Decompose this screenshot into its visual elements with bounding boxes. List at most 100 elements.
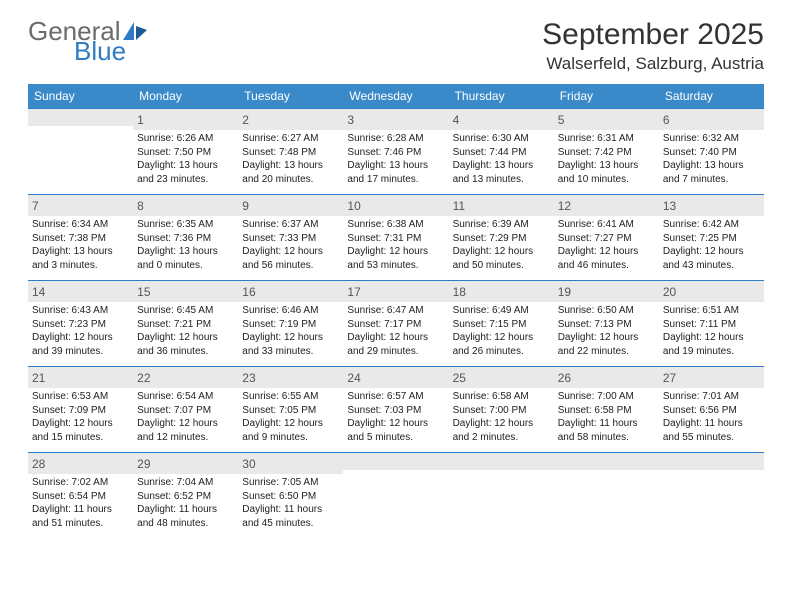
calendar-cell: 19Sunrise: 6:50 AMSunset: 7:13 PMDayligh…	[554, 280, 659, 366]
daylight-text: Daylight: 12 hours and 36 minutes.	[137, 331, 234, 358]
calendar-cell: 30 Sunrise: 7:05 AMSunset: 6:50 PMDayligh…	[238, 452, 343, 538]
calendar-cell	[343, 452, 448, 538]
calendar-cell: 25Sunrise: 6:58 AMSunset: 7:00 PMDayligh…	[449, 366, 554, 452]
day-info: Sunrise: 6:35 AMSunset: 7:36 PMDaylight:…	[133, 216, 238, 272]
day-number-bar: 2	[238, 108, 343, 130]
month-title: September 2025	[542, 18, 764, 52]
daylight-text: Daylight: 13 hours and 23 minutes.	[137, 159, 234, 186]
sunset-text: Sunset: 7:31 PM	[347, 232, 444, 246]
calendar-cell: 24Sunrise: 6:57 AMSunset: 7:03 PMDayligh…	[343, 366, 448, 452]
sunset-text: Sunset: 7:27 PM	[558, 232, 655, 246]
day-info: Sunrise: 6:45 AMSunset: 7:21 PMDaylight:…	[133, 302, 238, 358]
calendar-cell: 12Sunrise: 6:41 AMSunset: 7:27 PMDayligh…	[554, 194, 659, 280]
calendar-cell	[554, 452, 659, 538]
sunrise-text: Sunrise: 6:49 AM	[453, 304, 550, 318]
daylight-text: Daylight: 13 hours and 10 minutes.	[558, 159, 655, 186]
calendar-week-row: 7Sunrise: 6:34 AMSunset: 7:38 PMDaylight…	[28, 194, 764, 280]
sunrise-text: Sunrise: 6:30 AM	[453, 132, 550, 146]
day-number-bar: 12	[554, 194, 659, 216]
sunset-text: Sunset: 7:07 PM	[137, 404, 234, 418]
day-number: 23	[242, 371, 255, 385]
logo: General Blue	[28, 18, 147, 64]
day-number-bar-empty	[659, 452, 764, 470]
day-info: Sunrise: 6:53 AMSunset: 7:09 PMDaylight:…	[28, 388, 133, 444]
day-number: 15	[137, 285, 150, 299]
day-info: Sunrise: 6:55 AMSunset: 7:05 PMDaylight:…	[238, 388, 343, 444]
calendar-week-row: 14Sunrise: 6:43 AMSunset: 7:23 PMDayligh…	[28, 280, 764, 366]
day-number-bar: 19	[554, 280, 659, 302]
day-info: Sunrise: 6:57 AMSunset: 7:03 PMDaylight:…	[343, 388, 448, 444]
day-number: 2	[242, 113, 249, 127]
day-info: Sunrise: 7:02 AMSunset: 6:54 PMDaylight:…	[28, 474, 133, 530]
day-number: 11	[453, 199, 465, 213]
day-number: 19	[558, 285, 571, 299]
calendar-cell: 6Sunrise: 6:32 AMSunset: 7:40 PMDaylight…	[659, 108, 764, 194]
daylight-text: Daylight: 13 hours and 17 minutes.	[347, 159, 444, 186]
day-info: Sunrise: 6:46 AMSunset: 7:19 PMDaylight:…	[238, 302, 343, 358]
calendar-cell: 27 Sunrise: 7:01 AMSunset: 6:56 PMDayligh…	[659, 366, 764, 452]
weekday-header: Wednesday	[343, 84, 448, 108]
weekday-header: Friday	[554, 84, 659, 108]
daylight-text: Daylight: 12 hours and 12 minutes.	[137, 417, 234, 444]
daylight-text: Daylight: 12 hours and 15 minutes.	[32, 417, 129, 444]
sunset-text: Sunset: 6:58 PM	[558, 404, 655, 418]
day-number: 25	[453, 371, 466, 385]
sunset-text: Sunset: 7:13 PM	[558, 318, 655, 332]
sunset-text: Sunset: 7:19 PM	[242, 318, 339, 332]
day-info: Sunrise: 6:49 AMSunset: 7:15 PMDaylight:…	[449, 302, 554, 358]
daylight-text: Daylight: 12 hours and 53 minutes.	[347, 245, 444, 272]
sunset-text: Sunset: 7:46 PM	[347, 146, 444, 160]
day-info: Sunrise: 7:01 AMSunset: 6:56 PMDaylight:…	[659, 388, 764, 444]
day-number-bar: 3	[343, 108, 448, 130]
day-number: 26	[558, 371, 571, 385]
daylight-text: Daylight: 12 hours and 19 minutes.	[663, 331, 760, 358]
day-number-bar: 13	[659, 194, 764, 216]
sunrise-text: Sunrise: 6:53 AM	[32, 390, 129, 404]
sunrise-text: Sunrise: 6:57 AM	[347, 390, 444, 404]
sunset-text: Sunset: 7:17 PM	[347, 318, 444, 332]
weekday-header-row: Sunday Monday Tuesday Wednesday Thursday…	[28, 84, 764, 108]
sunrise-text: Sunrise: 6:55 AM	[242, 390, 339, 404]
sunset-text: Sunset: 7:11 PM	[663, 318, 760, 332]
sunset-text: Sunset: 6:50 PM	[242, 490, 339, 504]
sunrise-text: Sunrise: 6:43 AM	[32, 304, 129, 318]
calendar-cell: 7Sunrise: 6:34 AMSunset: 7:38 PMDaylight…	[28, 194, 133, 280]
sunrise-text: Sunrise: 7:02 AM	[32, 476, 129, 490]
sunrise-text: Sunrise: 6:34 AM	[32, 218, 129, 232]
weekday-header: Monday	[133, 84, 238, 108]
daylight-text: Daylight: 11 hours and 45 minutes.	[242, 503, 339, 530]
daylight-text: Daylight: 11 hours and 55 minutes.	[663, 417, 760, 444]
sunrise-text: Sunrise: 6:38 AM	[347, 218, 444, 232]
sunrise-text: Sunrise: 6:46 AM	[242, 304, 339, 318]
calendar-cell: 8Sunrise: 6:35 AMSunset: 7:36 PMDaylight…	[133, 194, 238, 280]
calendar-cell	[28, 108, 133, 194]
day-number: 6	[663, 113, 670, 127]
day-info: Sunrise: 6:34 AMSunset: 7:38 PMDaylight:…	[28, 216, 133, 272]
sunrise-text: Sunrise: 6:41 AM	[558, 218, 655, 232]
day-number-bar-empty	[449, 452, 554, 470]
daylight-text: Daylight: 13 hours and 3 minutes.	[32, 245, 129, 272]
day-number: 27	[663, 371, 676, 385]
day-info: Sunrise: 6:37 AMSunset: 7:33 PMDaylight:…	[238, 216, 343, 272]
sunset-text: Sunset: 7:48 PM	[242, 146, 339, 160]
sunrise-text: Sunrise: 6:28 AM	[347, 132, 444, 146]
sunrise-text: Sunrise: 7:05 AM	[242, 476, 339, 490]
calendar-cell: 15 Sunrise: 6:45 AMSunset: 7:21 PMDayligh…	[133, 280, 238, 366]
day-number-bar: 28	[28, 452, 133, 474]
day-number: 30	[242, 457, 255, 471]
sunset-text: Sunset: 7:21 PM	[137, 318, 234, 332]
sunrise-text: Sunrise: 7:01 AM	[663, 390, 760, 404]
sunrise-text: Sunrise: 6:32 AM	[663, 132, 760, 146]
sunset-text: Sunset: 7:05 PM	[242, 404, 339, 418]
daylight-text: Daylight: 13 hours and 0 minutes.	[137, 245, 234, 272]
sunrise-text: Sunrise: 6:42 AM	[663, 218, 760, 232]
logo-word-2: Blue	[74, 38, 147, 64]
day-info: Sunrise: 6:47 AMSunset: 7:17 PMDaylight:…	[343, 302, 448, 358]
day-number-bar: 15	[133, 280, 238, 302]
day-number: 12	[558, 199, 571, 213]
sunrise-text: Sunrise: 6:51 AM	[663, 304, 760, 318]
daylight-text: Daylight: 12 hours and 43 minutes.	[663, 245, 760, 272]
calendar-cell: 11Sunrise: 6:39 AMSunset: 7:29 PMDayligh…	[449, 194, 554, 280]
weekday-header: Tuesday	[238, 84, 343, 108]
day-number: 20	[663, 285, 676, 299]
